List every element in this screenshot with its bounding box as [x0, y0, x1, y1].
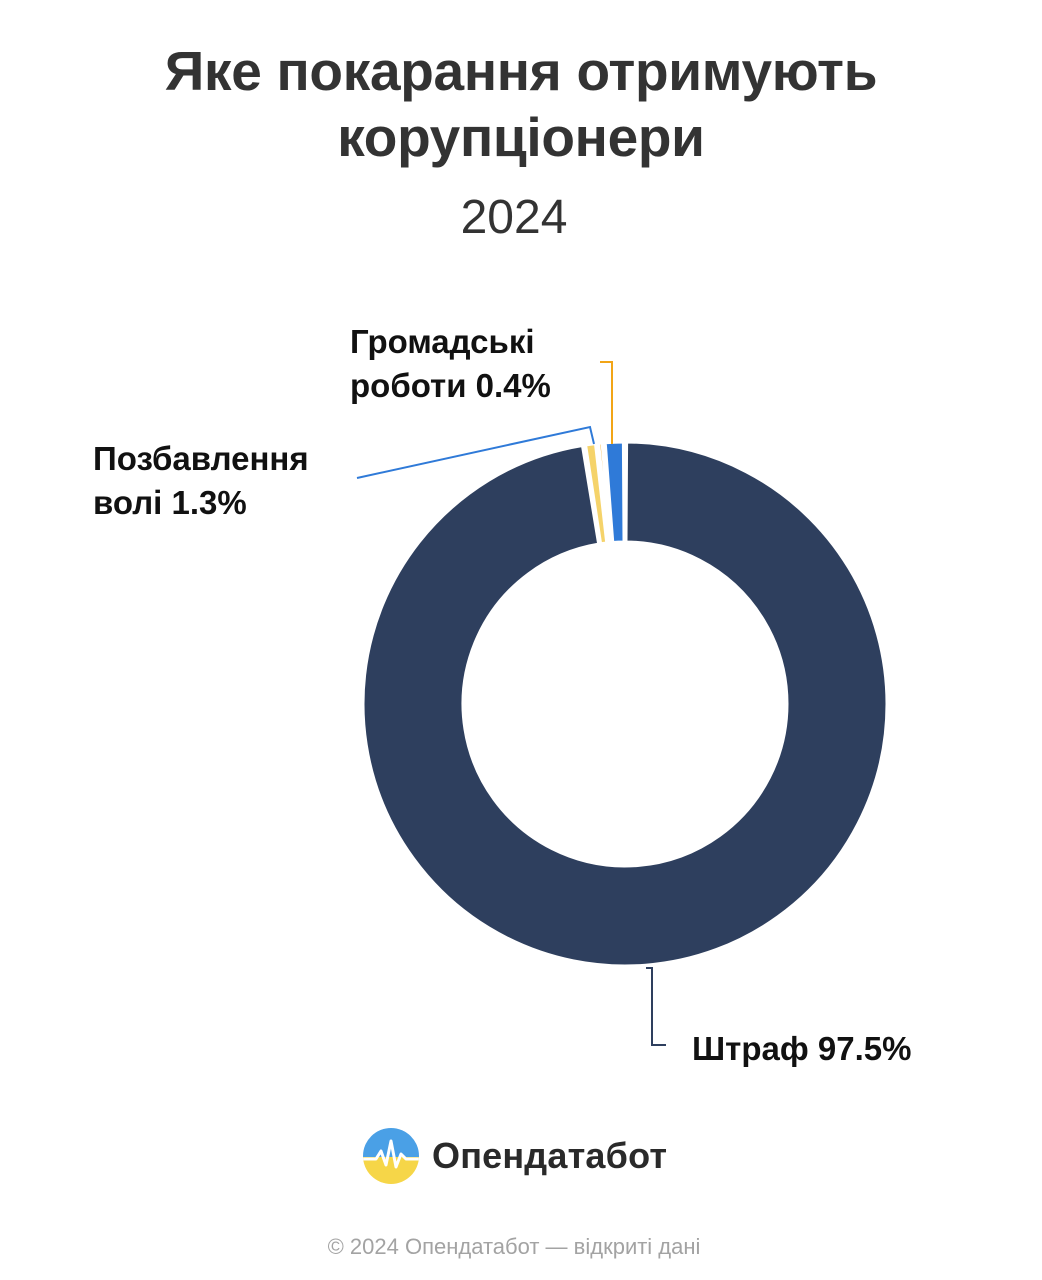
- footer-copyright: © 2024 Опендатабот — відкриті дані: [327, 1234, 701, 1259]
- slice-label-imprisonment-line-1: Позбавлення: [93, 440, 309, 477]
- slice-label-imprisonment: Позбавлення волі 1.3%: [93, 437, 309, 525]
- slice-label-fine: Штраф 97.5%: [692, 1027, 911, 1071]
- slice-label-imprisonment-name: волі: [93, 484, 163, 521]
- brand: Опендатабот: [362, 1126, 667, 1186]
- slice-fine: [361, 440, 889, 968]
- slice-value-imprisonment: 1.3%: [171, 484, 247, 521]
- chart-title-line-2: корупціонери: [337, 106, 705, 168]
- leader-line-prison: [356, 425, 595, 479]
- chart-title-line-1: Яке покарання отримують: [164, 40, 878, 102]
- slice-value-fine: 97.5%: [817, 1030, 912, 1067]
- brand-name: Опендатабот: [432, 1135, 668, 1176]
- leader-line-community: [600, 361, 613, 444]
- slice-label-fine-name: Штраф: [692, 1030, 809, 1067]
- donut-slices: [361, 440, 889, 968]
- label-leader-lines: [356, 361, 666, 1046]
- chart-title: Яке покарання отримують корупціонери: [0, 38, 1042, 170]
- slice-value-community-work: 0.4%: [475, 367, 551, 404]
- sun-over-field-logo-icon: [363, 1128, 419, 1184]
- slice-label-community-work-name: роботи: [350, 367, 467, 404]
- slice-other: [584, 442, 609, 546]
- slice-community-work: [597, 441, 613, 545]
- slice-label-community-work-line-1: Громадські: [350, 323, 535, 360]
- slice-label-community-work-line-2: роботи 0.4%: [350, 364, 551, 408]
- slice-label-community-work: Громадські роботи 0.4%: [350, 320, 551, 408]
- chart-subtitle-year: 2024: [460, 191, 568, 244]
- slice-label-imprisonment-line-2: волі 1.3%: [93, 481, 309, 525]
- leader-line-fine: [646, 967, 666, 1046]
